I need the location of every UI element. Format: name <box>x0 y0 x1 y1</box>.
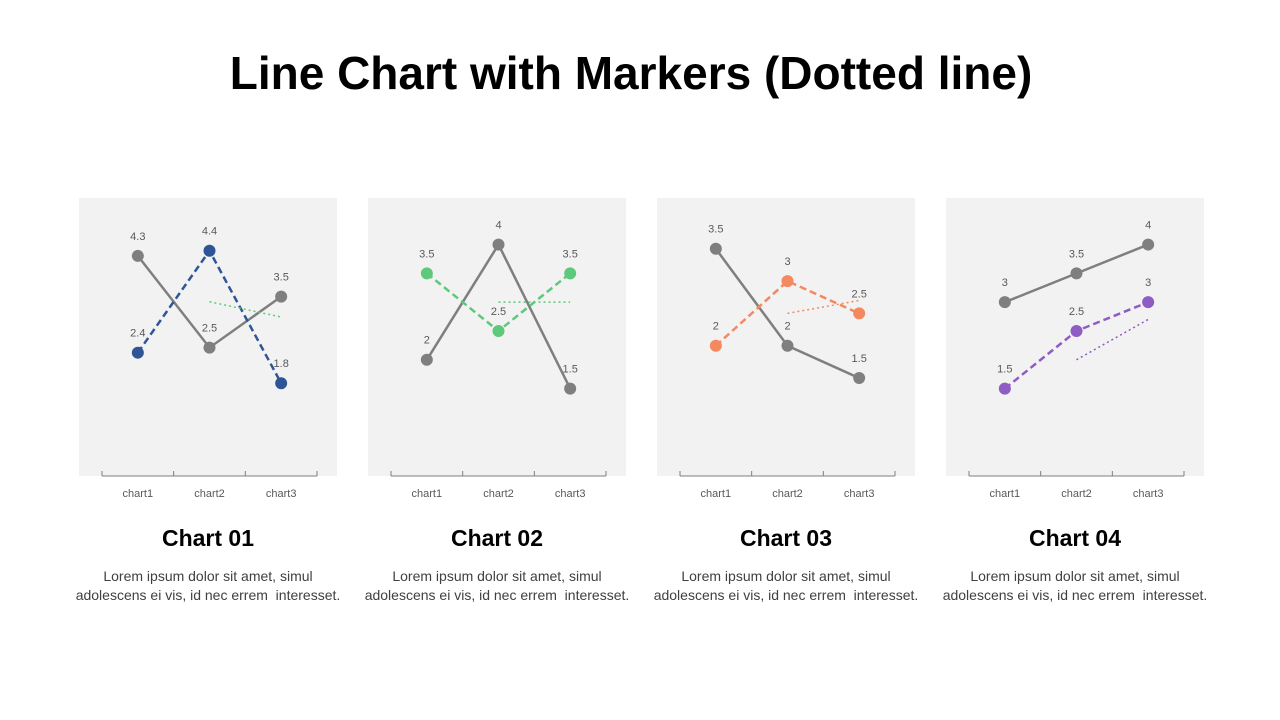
marker <box>564 382 577 395</box>
chart-description: Lorem ipsum dolor sit amet, simul adolesc… <box>641 567 931 605</box>
x-tick-label: chart1 <box>701 488 732 500</box>
chart-title: Chart 01 <box>161 525 255 551</box>
series <box>209 300 282 318</box>
marker <box>203 341 216 354</box>
chart-panel <box>946 198 1204 476</box>
chart-description: Lorem ipsum dolor sit amet, simul adolesc… <box>930 567 1220 605</box>
data-label: 2.5 <box>491 306 506 318</box>
description-line: Lorem ipsum dolor sit amet, simul <box>392 568 602 584</box>
data-label: 1.5 <box>852 353 867 365</box>
series: 33.54 <box>998 219 1155 309</box>
marker <box>781 275 794 288</box>
chart-description: Lorem ipsum dolor sit amet, simul adolesc… <box>63 567 353 605</box>
data-label: 4.4 <box>202 226 217 238</box>
series <box>787 299 860 315</box>
line <box>714 279 860 347</box>
data-label: 3.5 <box>1069 248 1084 260</box>
line <box>209 300 282 318</box>
x-tick-label: chart1 <box>412 488 443 500</box>
marker <box>203 244 216 257</box>
x-tick-label: chart3 <box>555 488 586 500</box>
chart-description: Lorem ipsum dolor sit amet, simul adolesc… <box>352 567 642 605</box>
series <box>1076 318 1149 361</box>
data-label: 1.5 <box>563 363 578 375</box>
marker <box>131 346 144 359</box>
description-line: Lorem ipsum dolor sit amet, simul <box>681 568 891 584</box>
x-tick-label: chart3 <box>266 488 297 500</box>
marker <box>998 382 1011 395</box>
description-line: adolescens ei vis, id nec errem interess… <box>364 587 630 603</box>
line <box>787 299 860 315</box>
marker <box>420 267 433 280</box>
data-label: 3 <box>1002 277 1008 289</box>
data-label: 2 <box>784 321 790 333</box>
x-tick-label: chart2 <box>1061 488 1092 500</box>
marker <box>709 339 722 352</box>
marker <box>1142 296 1155 309</box>
description-line: adolescens ei vis, id nec errem interess… <box>75 587 341 603</box>
chart-panel <box>79 198 337 476</box>
marker <box>492 238 505 251</box>
series: 3.5 2.5 3.5 <box>419 248 578 337</box>
description-line: Lorem ipsum dolor sit amet, simul <box>970 568 1180 584</box>
marker <box>781 339 794 352</box>
marker <box>1142 238 1155 251</box>
marker <box>275 290 288 303</box>
description-line: adolescens ei vis, id nec errem interess… <box>653 587 919 603</box>
marker <box>709 242 722 255</box>
marker <box>853 372 866 385</box>
marker <box>131 249 144 262</box>
x-tick-label: chart2 <box>483 488 514 500</box>
series: 1.5 2.5 3 <box>997 277 1155 395</box>
data-label: 1.5 <box>997 363 1012 375</box>
data-label: 3.5 <box>708 224 723 236</box>
marker <box>275 377 288 390</box>
data-label: 2.5 <box>202 323 217 335</box>
x-tick-label: chart3 <box>844 488 875 500</box>
data-label: 4.3 <box>130 231 145 243</box>
marker <box>420 353 433 366</box>
marker <box>564 267 577 280</box>
series: 2.4 4.4 1.8 <box>130 226 289 390</box>
data-label: 2.5 <box>1069 306 1084 318</box>
series: 4.3 2.5 3.5 <box>130 231 289 354</box>
data-label: 2 <box>424 335 430 347</box>
line <box>1076 318 1149 361</box>
chart-title: Chart 04 <box>1028 525 1122 551</box>
description-line: adolescens ei vis, id nec errem interess… <box>942 587 1208 603</box>
chart-title: Chart 03 <box>739 525 833 551</box>
page-title: Line Chart with Markers (Dotted line) <box>229 47 1033 99</box>
data-label: 4 <box>495 219 501 231</box>
marker <box>492 324 505 337</box>
marker <box>853 307 866 320</box>
data-label: 1.8 <box>274 358 289 370</box>
series: 232.5 <box>709 256 867 352</box>
marker <box>1070 267 1083 280</box>
series: 3.5 2 1.5 <box>708 224 867 385</box>
data-label: 3.5 <box>563 248 578 260</box>
marker <box>998 296 1011 309</box>
data-label: 2 <box>713 321 719 333</box>
x-tick-label: chart1 <box>990 488 1021 500</box>
chart-panel <box>657 198 915 476</box>
data-label: 2.4 <box>130 328 145 340</box>
data-label: 3.5 <box>419 248 434 260</box>
data-label: 4 <box>1145 219 1151 231</box>
description-line: Lorem ipsum dolor sit amet, simul <box>103 568 313 584</box>
marker <box>1070 324 1083 337</box>
x-tick-label: chart2 <box>772 488 803 500</box>
x-tick-label: chart1 <box>123 488 154 500</box>
series: 241.5 <box>420 219 578 395</box>
data-label: 3 <box>1145 277 1151 289</box>
x-tick-label: chart2 <box>194 488 225 500</box>
chart-title: Chart 02 <box>450 525 544 551</box>
x-tick-label: chart3 <box>1133 488 1164 500</box>
data-label: 3 <box>784 256 790 268</box>
data-label: 2.5 <box>852 288 867 300</box>
data-label: 3.5 <box>274 272 289 284</box>
